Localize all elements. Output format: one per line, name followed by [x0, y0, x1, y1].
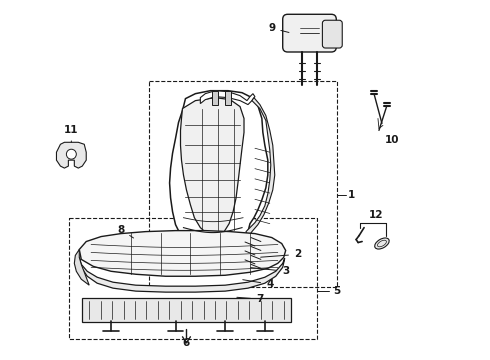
Bar [212, 91, 218, 105]
Text: 3: 3 [251, 266, 289, 276]
Polygon shape [56, 142, 86, 168]
Bar [70, 218, 318, 339]
Polygon shape [246, 98, 275, 238]
FancyBboxPatch shape [283, 14, 336, 52]
Text: 11: 11 [64, 125, 78, 142]
Text: 8: 8 [117, 225, 134, 238]
Polygon shape [79, 257, 285, 292]
Bar [225, 91, 231, 105]
Text: 9: 9 [268, 23, 289, 33]
Text: 2: 2 [261, 249, 301, 260]
Polygon shape [180, 98, 244, 235]
Text: 6: 6 [183, 330, 190, 348]
FancyBboxPatch shape [82, 298, 291, 322]
Polygon shape [170, 91, 268, 257]
Text: 4: 4 [243, 279, 273, 289]
Text: 7: 7 [237, 294, 264, 304]
Polygon shape [79, 231, 286, 276]
Bar [149, 81, 337, 287]
Text: 1: 1 [347, 190, 355, 200]
Text: 5: 5 [334, 286, 341, 296]
Circle shape [66, 149, 76, 159]
Text: 12: 12 [369, 210, 383, 220]
FancyBboxPatch shape [322, 20, 342, 48]
Polygon shape [200, 91, 255, 105]
Text: 10: 10 [385, 135, 399, 145]
Ellipse shape [375, 238, 389, 249]
Polygon shape [74, 249, 89, 285]
